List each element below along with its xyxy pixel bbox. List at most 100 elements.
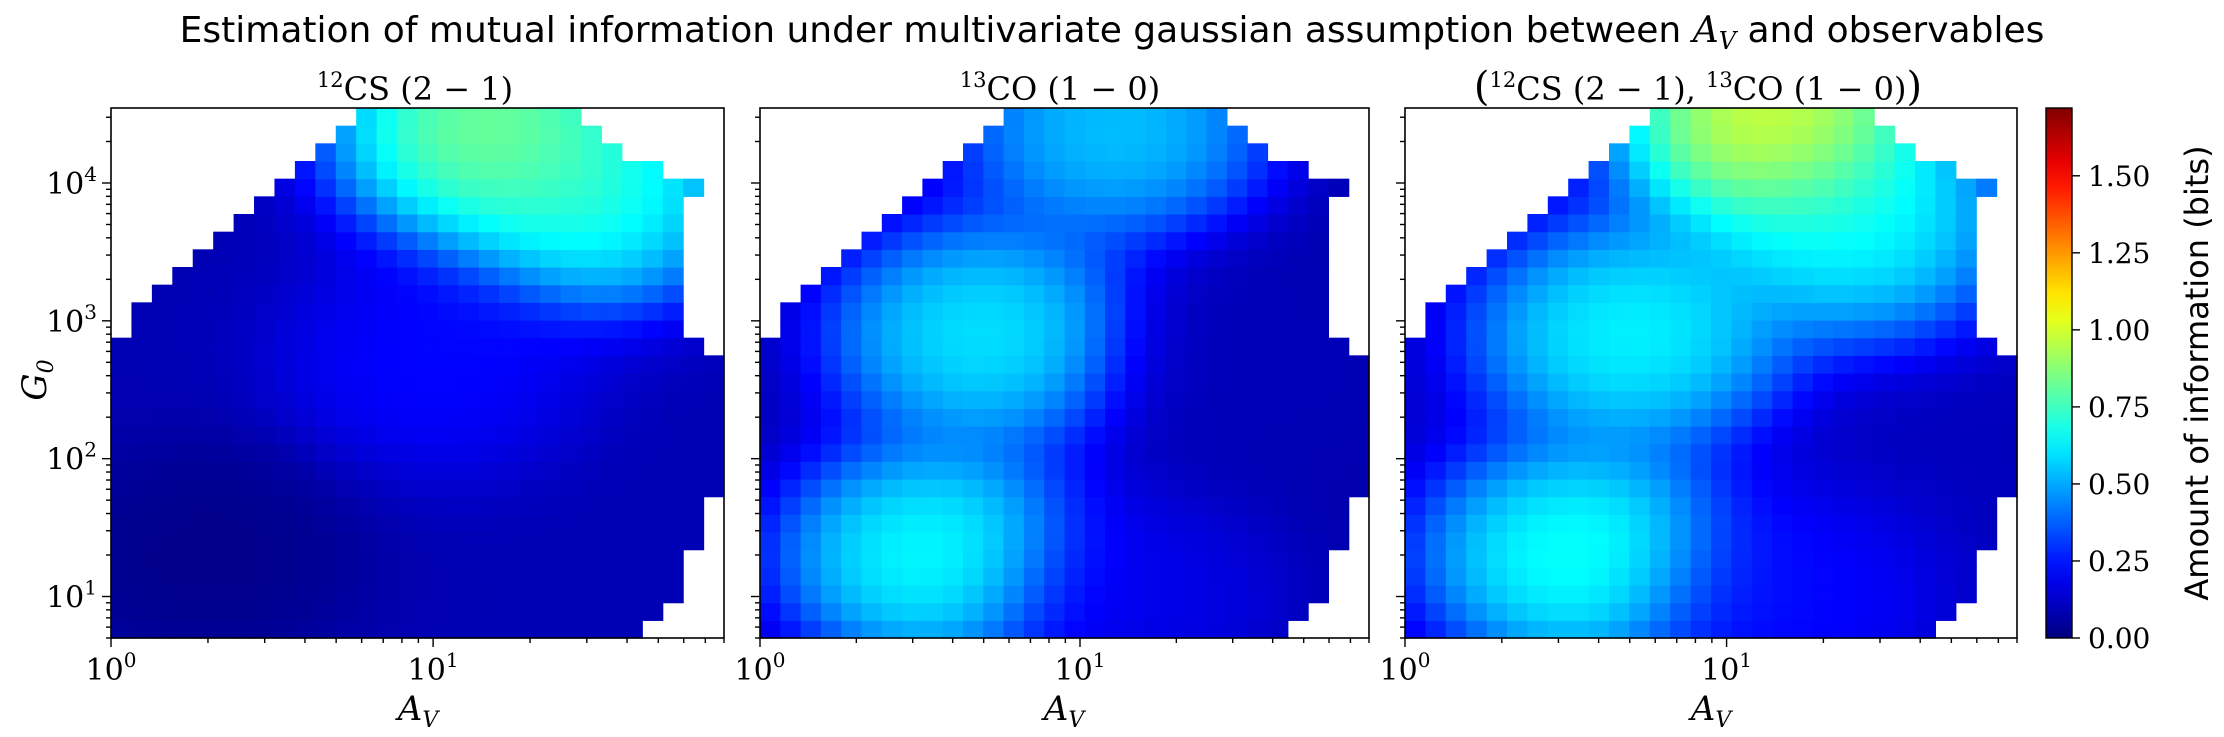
heat-cell (1425, 443, 1447, 462)
heat-cell (800, 461, 822, 480)
heat-cell (417, 479, 439, 498)
heat-cell (1328, 496, 1350, 515)
heat-cell (1853, 567, 1875, 586)
heat-cell (192, 532, 214, 551)
heat-cell (1547, 408, 1569, 427)
heat-cell (151, 302, 173, 321)
heat-cell (1711, 267, 1732, 286)
heat-cell (499, 390, 521, 409)
heat-cell (963, 143, 984, 162)
heat-cell (458, 249, 480, 268)
heat-cell (1649, 567, 1671, 586)
heat-cell (1166, 143, 1187, 162)
heat-cell (1287, 496, 1309, 515)
heat-cell (1267, 390, 1289, 409)
heat-cell (983, 249, 1005, 268)
heat-cell (1792, 390, 1814, 409)
heat-cell (233, 267, 255, 286)
heat-cell (540, 143, 562, 162)
heat-cell (1105, 320, 1126, 339)
heat-cell (233, 320, 255, 339)
heat-cell (1915, 408, 1936, 427)
heat-cell (1649, 249, 1671, 268)
heat-cell (1792, 567, 1814, 586)
heat-cell (601, 461, 623, 480)
heat-cell (1813, 249, 1834, 268)
heat-cell (540, 267, 562, 286)
heat-cell (437, 549, 459, 568)
heat-cell (315, 426, 337, 445)
heatmap-combined (1405, 108, 2018, 639)
heat-cell (1084, 461, 1106, 480)
heat-cell (881, 214, 903, 233)
heat-cell (376, 161, 398, 180)
heat-cell (1186, 549, 1208, 568)
heat-cell (1609, 496, 1630, 515)
heat-cell (662, 249, 684, 268)
heat-cell (1629, 390, 1651, 409)
heat-cell (1935, 249, 1957, 268)
heat-cell (800, 443, 822, 462)
heat-cell (580, 373, 602, 392)
heat-cell (621, 267, 643, 286)
heat-cell (1308, 373, 1329, 392)
heat-cell (417, 108, 439, 127)
x-tick-label: 101 (408, 648, 459, 688)
heat-cell (1792, 443, 1814, 462)
heat-cell (294, 514, 316, 533)
heat-cell (1125, 567, 1147, 586)
heat-cell (1308, 479, 1329, 498)
heat-cell (1206, 178, 1228, 197)
heat-cell (1976, 373, 1998, 392)
heat-cell (1568, 355, 1590, 374)
heat-cell (1853, 461, 1875, 480)
heat-cell (1425, 496, 1447, 515)
heat-cell (881, 408, 903, 427)
heat-cell (151, 443, 173, 462)
heat-cell (1328, 355, 1350, 374)
heat-cell (1064, 302, 1086, 321)
heat-cell (1649, 355, 1671, 374)
heat-cell (1792, 231, 1814, 250)
heat-cell (1955, 479, 1977, 498)
heat-cell (1125, 461, 1147, 480)
heat-cell (356, 284, 378, 303)
heat-cell (1792, 196, 1814, 215)
heat-cell (1084, 355, 1106, 374)
heat-cell (417, 302, 439, 321)
heat-cell (1731, 549, 1753, 568)
heat-cell (417, 320, 439, 339)
heat-cell (1527, 461, 1549, 480)
heat-cell (780, 443, 802, 462)
heat-cell (1853, 125, 1875, 144)
heat-cell (1145, 196, 1167, 215)
heat-cell (1853, 355, 1875, 374)
heat-cell (254, 479, 276, 498)
heat-cell (621, 161, 643, 180)
heat-cell (1629, 426, 1651, 445)
heat-cell (1445, 373, 1467, 392)
heat-cell (458, 143, 480, 162)
heat-cell (1568, 443, 1590, 462)
heat-cell (1731, 125, 1753, 144)
heat-cell (1629, 373, 1651, 392)
heat-cell (780, 532, 802, 551)
heat-cell (1003, 496, 1025, 515)
heat-cell (1629, 284, 1651, 303)
heat-cell (1003, 479, 1025, 498)
heat-cell (356, 337, 378, 356)
heat-cell (942, 337, 964, 356)
heat-cell (662, 373, 684, 392)
heat-cell (1267, 549, 1289, 568)
heat-cell (1772, 143, 1794, 162)
heat-cell (1874, 125, 1896, 144)
heat-cell (437, 585, 459, 604)
heat-cell (1145, 320, 1167, 339)
heat-cell (1348, 408, 1370, 427)
heat-cell (1186, 373, 1208, 392)
heat-cell (1125, 443, 1147, 462)
heat-cell (1507, 267, 1528, 286)
heat-cell (1044, 214, 1066, 233)
heat-cell (315, 443, 337, 462)
heat-cell (499, 178, 521, 197)
